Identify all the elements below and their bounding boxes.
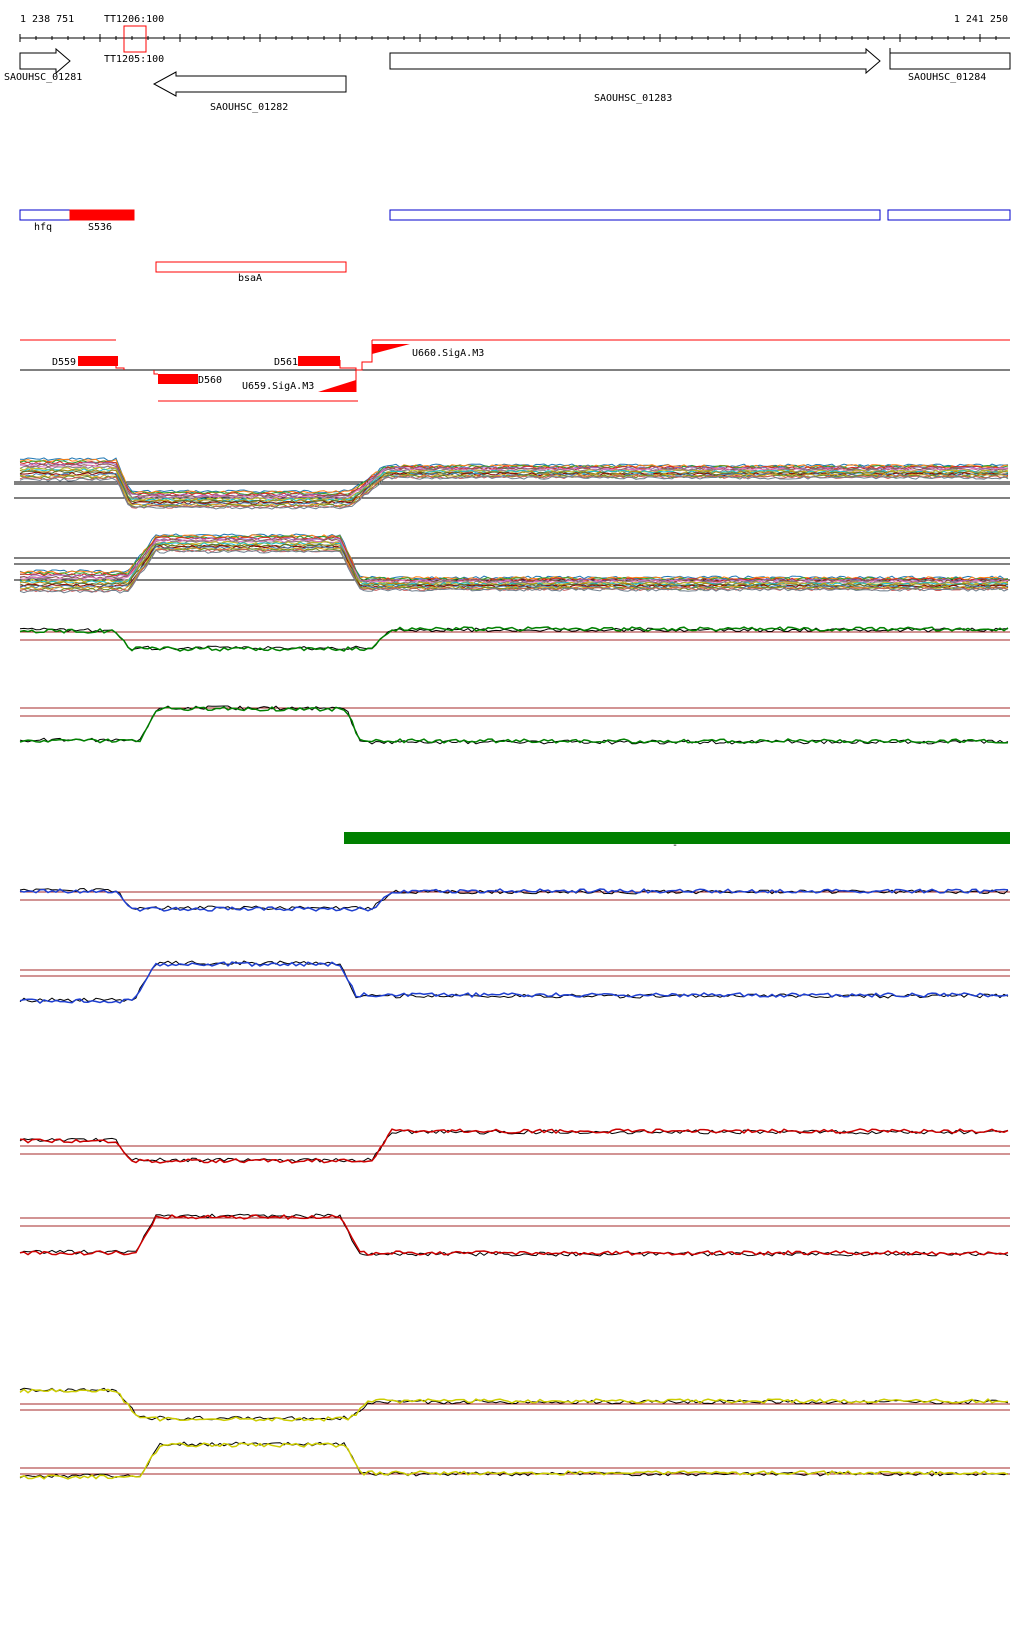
- condition-track: -: [344, 832, 1010, 851]
- reference-profile-line: [19, 705, 1009, 745]
- segment-d561[interactable]: [298, 356, 340, 366]
- gene-label-saouhsc-01282: SAOUHSC_01282: [210, 102, 288, 113]
- paired-profile-track: [19, 705, 1010, 745]
- paired-profile-track: [19, 887, 1010, 912]
- annotation-hfq[interactable]: [19, 209, 71, 221]
- gene-arrow-saouhsc-01283[interactable]: [389, 47, 881, 75]
- ruler-ticks: [19, 34, 997, 42]
- gene-label-saouhsc-01283: SAOUHSC_01283: [594, 93, 672, 104]
- reference-profile-line: [19, 1441, 1009, 1479]
- segment-connector: [115, 362, 158, 375]
- start-coordinate: 1 238 751: [20, 14, 74, 25]
- sample-line: [19, 457, 1009, 494]
- paired-profile-track: [19, 1128, 1010, 1164]
- sample-line: [19, 474, 1009, 508]
- paired-profile-track: [19, 1213, 1010, 1257]
- sample-profile-line: [19, 1128, 1009, 1164]
- segment-d559-label: D559: [52, 357, 76, 368]
- end-coordinate: 1 241 250: [954, 14, 1008, 25]
- segment-d561-label: D561: [274, 357, 298, 368]
- paired-profile-track: [19, 626, 1010, 652]
- expression-tracks: [14, 457, 1010, 1480]
- multi-sample-track: [14, 457, 1010, 510]
- condition-bar[interactable]: [344, 832, 1010, 844]
- sample-profile-line: [19, 626, 1009, 652]
- segment-u659-wedge[interactable]: [318, 380, 356, 392]
- gene-arrow-saouhsc-01284[interactable]: [889, 52, 1011, 70]
- segment-u659-label: U659.SigA.M3: [242, 381, 314, 392]
- terminator-tt1206-label: TT1206:100: [104, 14, 164, 25]
- gene-label-saouhsc-01284: SAOUHSC_01284: [908, 72, 986, 83]
- gene-label-saouhsc-01281: SAOUHSC_01281: [4, 72, 82, 83]
- gene-arrow-saouhsc-01281[interactable]: [19, 47, 71, 75]
- annotation-saouhsc-01283[interactable]: [389, 209, 881, 221]
- terminator-markers: TT1206:100 TT1205:100: [104, 14, 164, 65]
- reference-profile-line: [19, 1129, 1009, 1163]
- sample-profile-line: [19, 1214, 1009, 1256]
- annotation-bsaa[interactable]: [155, 261, 347, 273]
- sample-line: [19, 546, 1009, 591]
- sample-profile-line: [19, 1442, 1009, 1480]
- terminator-box[interactable]: [123, 25, 147, 53]
- segment-u660-wedge[interactable]: [372, 344, 410, 354]
- segment-d560[interactable]: [158, 374, 198, 384]
- paired-profile-track: [19, 1441, 1010, 1480]
- segment-d559[interactable]: [78, 356, 118, 366]
- coordinate-ruler: 1 238 751 1 241 250: [19, 14, 1010, 42]
- reference-profile-line: [19, 960, 1009, 1003]
- sample-profile-line: [19, 1388, 1009, 1422]
- terminator-tt1205-label: TT1205:100: [104, 54, 164, 65]
- sample-line: [20, 536, 1009, 582]
- sample-line: [19, 471, 1009, 505]
- segmentation-track: D559 D560 D561 U659.SigA.M3 U660.SigA.M3: [20, 339, 1010, 402]
- sample-profile-line: [19, 888, 1009, 912]
- condition-bar-mark: -: [672, 840, 678, 851]
- paired-profile-track: [19, 960, 1010, 1004]
- gene-track: SAOUHSC_01281 SAOUHSC_01282 SAOUHSC_0128…: [4, 47, 1011, 113]
- sample-line: [19, 463, 1009, 499]
- paired-profile-track: [19, 1387, 1010, 1422]
- sample-line: [19, 459, 1009, 496]
- annotation-saouhsc-01284[interactable]: [887, 209, 1011, 221]
- sample-profile-line: [19, 961, 1009, 1004]
- sample-line: [19, 462, 1009, 498]
- segment-d560-label: D560: [198, 375, 222, 386]
- gene-arrow-saouhsc-01282[interactable]: [152, 71, 347, 97]
- sample-line: [19, 549, 1009, 594]
- annotation-hfq-label: hfq: [34, 222, 52, 233]
- multi-sample-track: [14, 533, 1010, 594]
- sample-line: [19, 475, 1009, 509]
- sample-profile-line: [19, 706, 1009, 744]
- sample-line: [19, 534, 1009, 581]
- reference-profile-line: [19, 1213, 1009, 1257]
- reference-profile-line: [19, 627, 1009, 651]
- segment-u660-label: U660.SigA.M3: [412, 348, 484, 359]
- annotation-track: hfq S536 bsaA: [19, 209, 1011, 284]
- sample-line: [19, 548, 1009, 593]
- annotation-s536[interactable]: [69, 209, 135, 221]
- sample-line: [19, 464, 1009, 500]
- sample-line: [19, 475, 1009, 510]
- annotation-bsaa-label: bsaA: [238, 273, 262, 284]
- annotation-s536-label: S536: [88, 222, 112, 233]
